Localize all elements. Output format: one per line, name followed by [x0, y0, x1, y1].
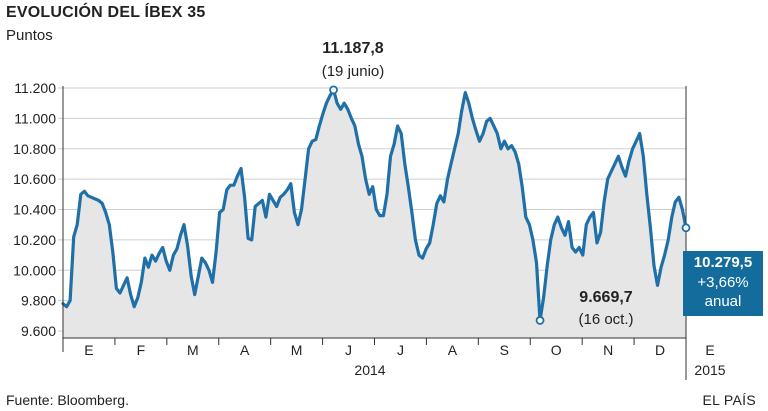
x-tick-label: N: [603, 342, 613, 358]
max-annotation-date: (19 junio): [322, 63, 385, 80]
last-value-badge: 10.279,5 +3,66% anual: [683, 251, 763, 316]
chart-subtitle: Puntos: [6, 27, 53, 44]
y-tick-label: 11.200: [14, 80, 56, 96]
publisher-credit: EL PAÍS: [702, 392, 756, 408]
source-note: Fuente: Bloomberg.: [6, 392, 129, 408]
x-tick-label: S: [500, 342, 509, 358]
x-tick-label: E: [84, 342, 93, 358]
annual-label: anual: [704, 293, 742, 310]
max-annotation-value: 11.187,8: [322, 40, 384, 57]
x-tick-label: D: [655, 342, 665, 358]
y-tick-label: 10.800: [13, 141, 56, 157]
max-marker: [329, 85, 338, 95]
y-tick-label: 10.400: [13, 202, 56, 218]
series-line: [61, 88, 688, 322]
y-tick-label: 10.200: [13, 232, 56, 248]
min-annotation-value: 9.669,7: [579, 289, 632, 306]
x-tick-label: A: [240, 342, 250, 358]
chart-title: EVOLUCIÓN DEL ÍBEX 35: [6, 4, 206, 21]
last-value: 10.279,5: [693, 254, 753, 271]
x-tick-label: A: [448, 342, 458, 358]
x-tick-label: M: [291, 342, 303, 358]
x-tick-label: O: [551, 342, 562, 358]
min-marker: [535, 316, 545, 325]
x-axis-ticks: E F M A M J J A S O N D E 2014 2015: [62, 338, 726, 378]
x-tick-label: M: [187, 342, 199, 358]
y-tick-label: 10.600: [13, 171, 56, 187]
x-tick-label: E: [705, 342, 714, 358]
min-annotation-date: (16 oct.): [578, 311, 633, 328]
markers: [329, 85, 691, 325]
y-tick-label: 9.800: [21, 293, 56, 309]
y-tick-label: 10.000: [13, 262, 56, 278]
y-axis-ticks: 9.600 9.800 10.000 10.200 10.400 10.600 10.800…: [13, 80, 56, 339]
y-tick-label: 9.600: [21, 323, 56, 339]
x-tick-label: J: [345, 342, 352, 358]
x-tick-label: F: [137, 342, 146, 358]
year-label-2015: 2015: [694, 362, 725, 378]
year-label-2014: 2014: [354, 362, 385, 378]
area-fill: [63, 89, 686, 339]
annual-change: +3,66%: [697, 274, 749, 291]
x-tick-label: J: [397, 342, 404, 358]
last-marker: [681, 223, 691, 233]
y-tick-label: 11.000: [14, 110, 56, 126]
